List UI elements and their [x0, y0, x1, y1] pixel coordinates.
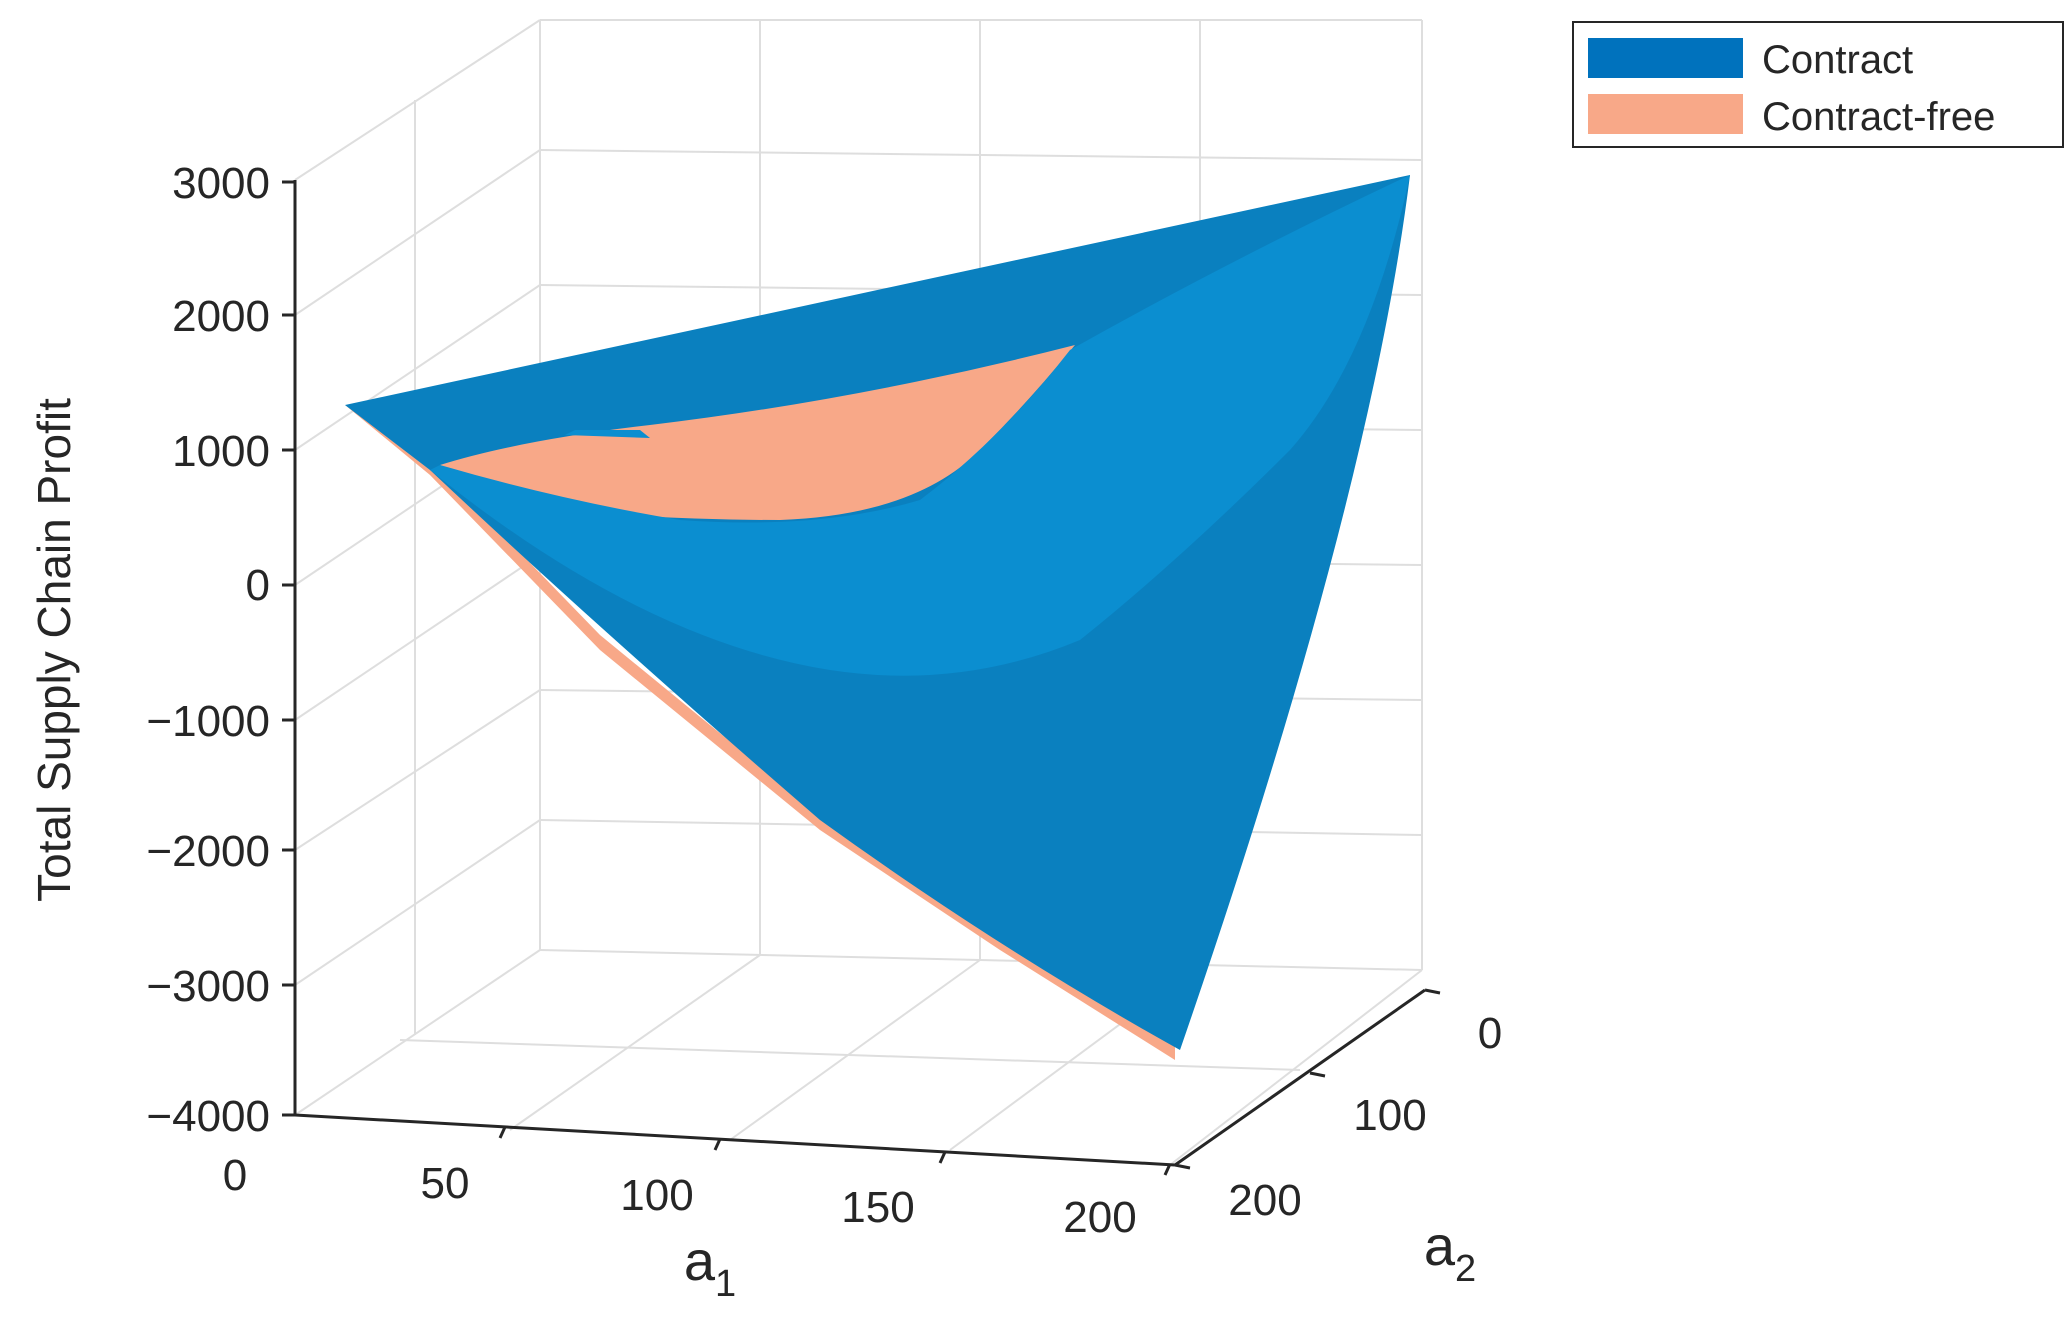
legend-label-contract-free: Contract-free: [1762, 95, 1995, 139]
z-tick-labels: 3000 2000 1000 0 −1000 −2000 −3000 −4000: [146, 159, 270, 1141]
x-tick-label: 100: [620, 1171, 693, 1220]
z-tick-label: −3000: [146, 962, 270, 1011]
x-tick-label: 150: [841, 1183, 914, 1232]
z-tick-label: −1000: [146, 697, 270, 746]
z-tick-label: 3000: [172, 159, 270, 208]
z-tick-label: 0: [246, 561, 270, 610]
z-ticks: [282, 180, 295, 1117]
axes-lines: [293, 180, 1426, 1167]
x-tick-label: 0: [223, 1151, 247, 1200]
y-tick-label: 200: [1228, 1176, 1301, 1225]
z-tick-label: −4000: [146, 1092, 270, 1141]
z-tick-label: 2000: [172, 292, 270, 341]
legend: Contract Contract-free: [1572, 21, 2064, 148]
contract-surface-back: [430, 175, 1410, 676]
surface-group: [345, 175, 1410, 1060]
z-tick-label: −2000: [146, 827, 270, 876]
x-ticks: [498, 1126, 1172, 1176]
x-tick-label: 50: [421, 1159, 470, 1208]
y-tick-label: 100: [1353, 1091, 1426, 1140]
z-axis-label: Total Supply Chain Profit: [28, 398, 80, 902]
x-axis-label: a1: [684, 1229, 736, 1305]
svg-text:a1: a1: [684, 1229, 736, 1305]
x-tick-label: 200: [1063, 1193, 1136, 1242]
x-axis-label-text: a: [684, 1229, 716, 1292]
x-tick-labels: 0 50 100 150 200: [223, 1151, 1137, 1242]
y-tick-labels: 0 100 200: [1228, 1009, 1502, 1225]
y-axis-label-subscript: 2: [1455, 1248, 1476, 1290]
x-axis-label-subscript: 1: [715, 1263, 736, 1305]
y-axis-label-text: a: [1424, 1214, 1456, 1277]
legend-swatch-contract: [1588, 38, 1743, 78]
z-tick-label: 1000: [172, 427, 270, 476]
svg-text:a2: a2: [1424, 1214, 1476, 1290]
contract-surface-back-patch: [565, 430, 650, 438]
contract-free-surface: [440, 345, 1075, 520]
y-tick-label: 0: [1478, 1009, 1502, 1058]
y-axis-line: [1174, 988, 1426, 1167]
legend-swatch-contract-free: [1588, 94, 1743, 134]
y-axis-label: a2: [1424, 1214, 1476, 1290]
legend-label-contract: Contract: [1762, 38, 1913, 82]
x-axis-line: [294, 1113, 1176, 1167]
y-ticks: [1174, 988, 1441, 1170]
